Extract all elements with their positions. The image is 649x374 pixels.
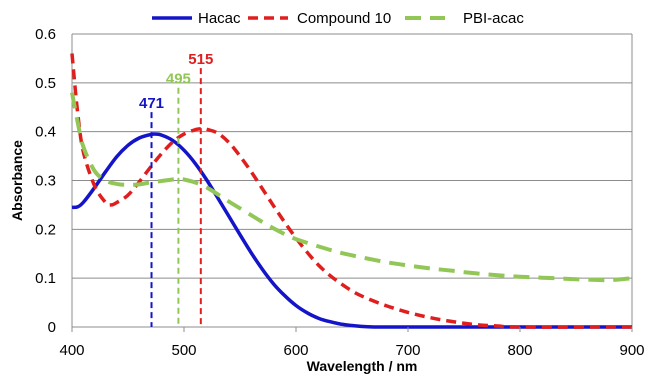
- series-line-hacac: [71, 132, 632, 329]
- grid-lines: [72, 33, 632, 279]
- legend-label: PBI-acac: [463, 10, 524, 27]
- y-tick-label: 0.3: [35, 173, 56, 190]
- peak-label: 495: [166, 71, 191, 88]
- x-tick-label: 800: [507, 342, 532, 359]
- legend: Hacac Compound 10 PBI-acac: [152, 10, 524, 27]
- y-tick-labels: 0 0.1 0.2 0.3 0.4 0.5 0.6: [35, 26, 56, 336]
- x-tick-label: 900: [619, 342, 644, 359]
- x-tick-label: 500: [171, 342, 196, 359]
- y-tick-label: 0.2: [35, 221, 56, 238]
- x-tick-label: 400: [59, 342, 84, 359]
- peak-label: 515: [188, 51, 213, 68]
- y-tick-label: 0.1: [35, 270, 56, 287]
- x-tick-label: 700: [395, 342, 420, 359]
- series-line-pbi-acac: [70, 92, 633, 283]
- peak-label: 471: [139, 95, 164, 112]
- y-tick-label: 0.4: [35, 124, 56, 141]
- x-axis-title: Wavelength / nm: [307, 358, 418, 374]
- y-axis-title: Absorbance: [9, 140, 25, 221]
- legend-label: Compound 10: [297, 10, 391, 27]
- y-tick-label: 0: [48, 319, 56, 336]
- y-tick-label: 0.5: [35, 75, 56, 92]
- y-tick-label: 0.6: [35, 26, 56, 43]
- x-tick-label: 600: [283, 342, 308, 359]
- series-line-compound-10: [70, 53, 633, 329]
- series-group: [70, 53, 633, 329]
- legend-label: Hacac: [198, 10, 241, 27]
- x-tick-labels: 400 500 600 700 800 900: [59, 327, 645, 359]
